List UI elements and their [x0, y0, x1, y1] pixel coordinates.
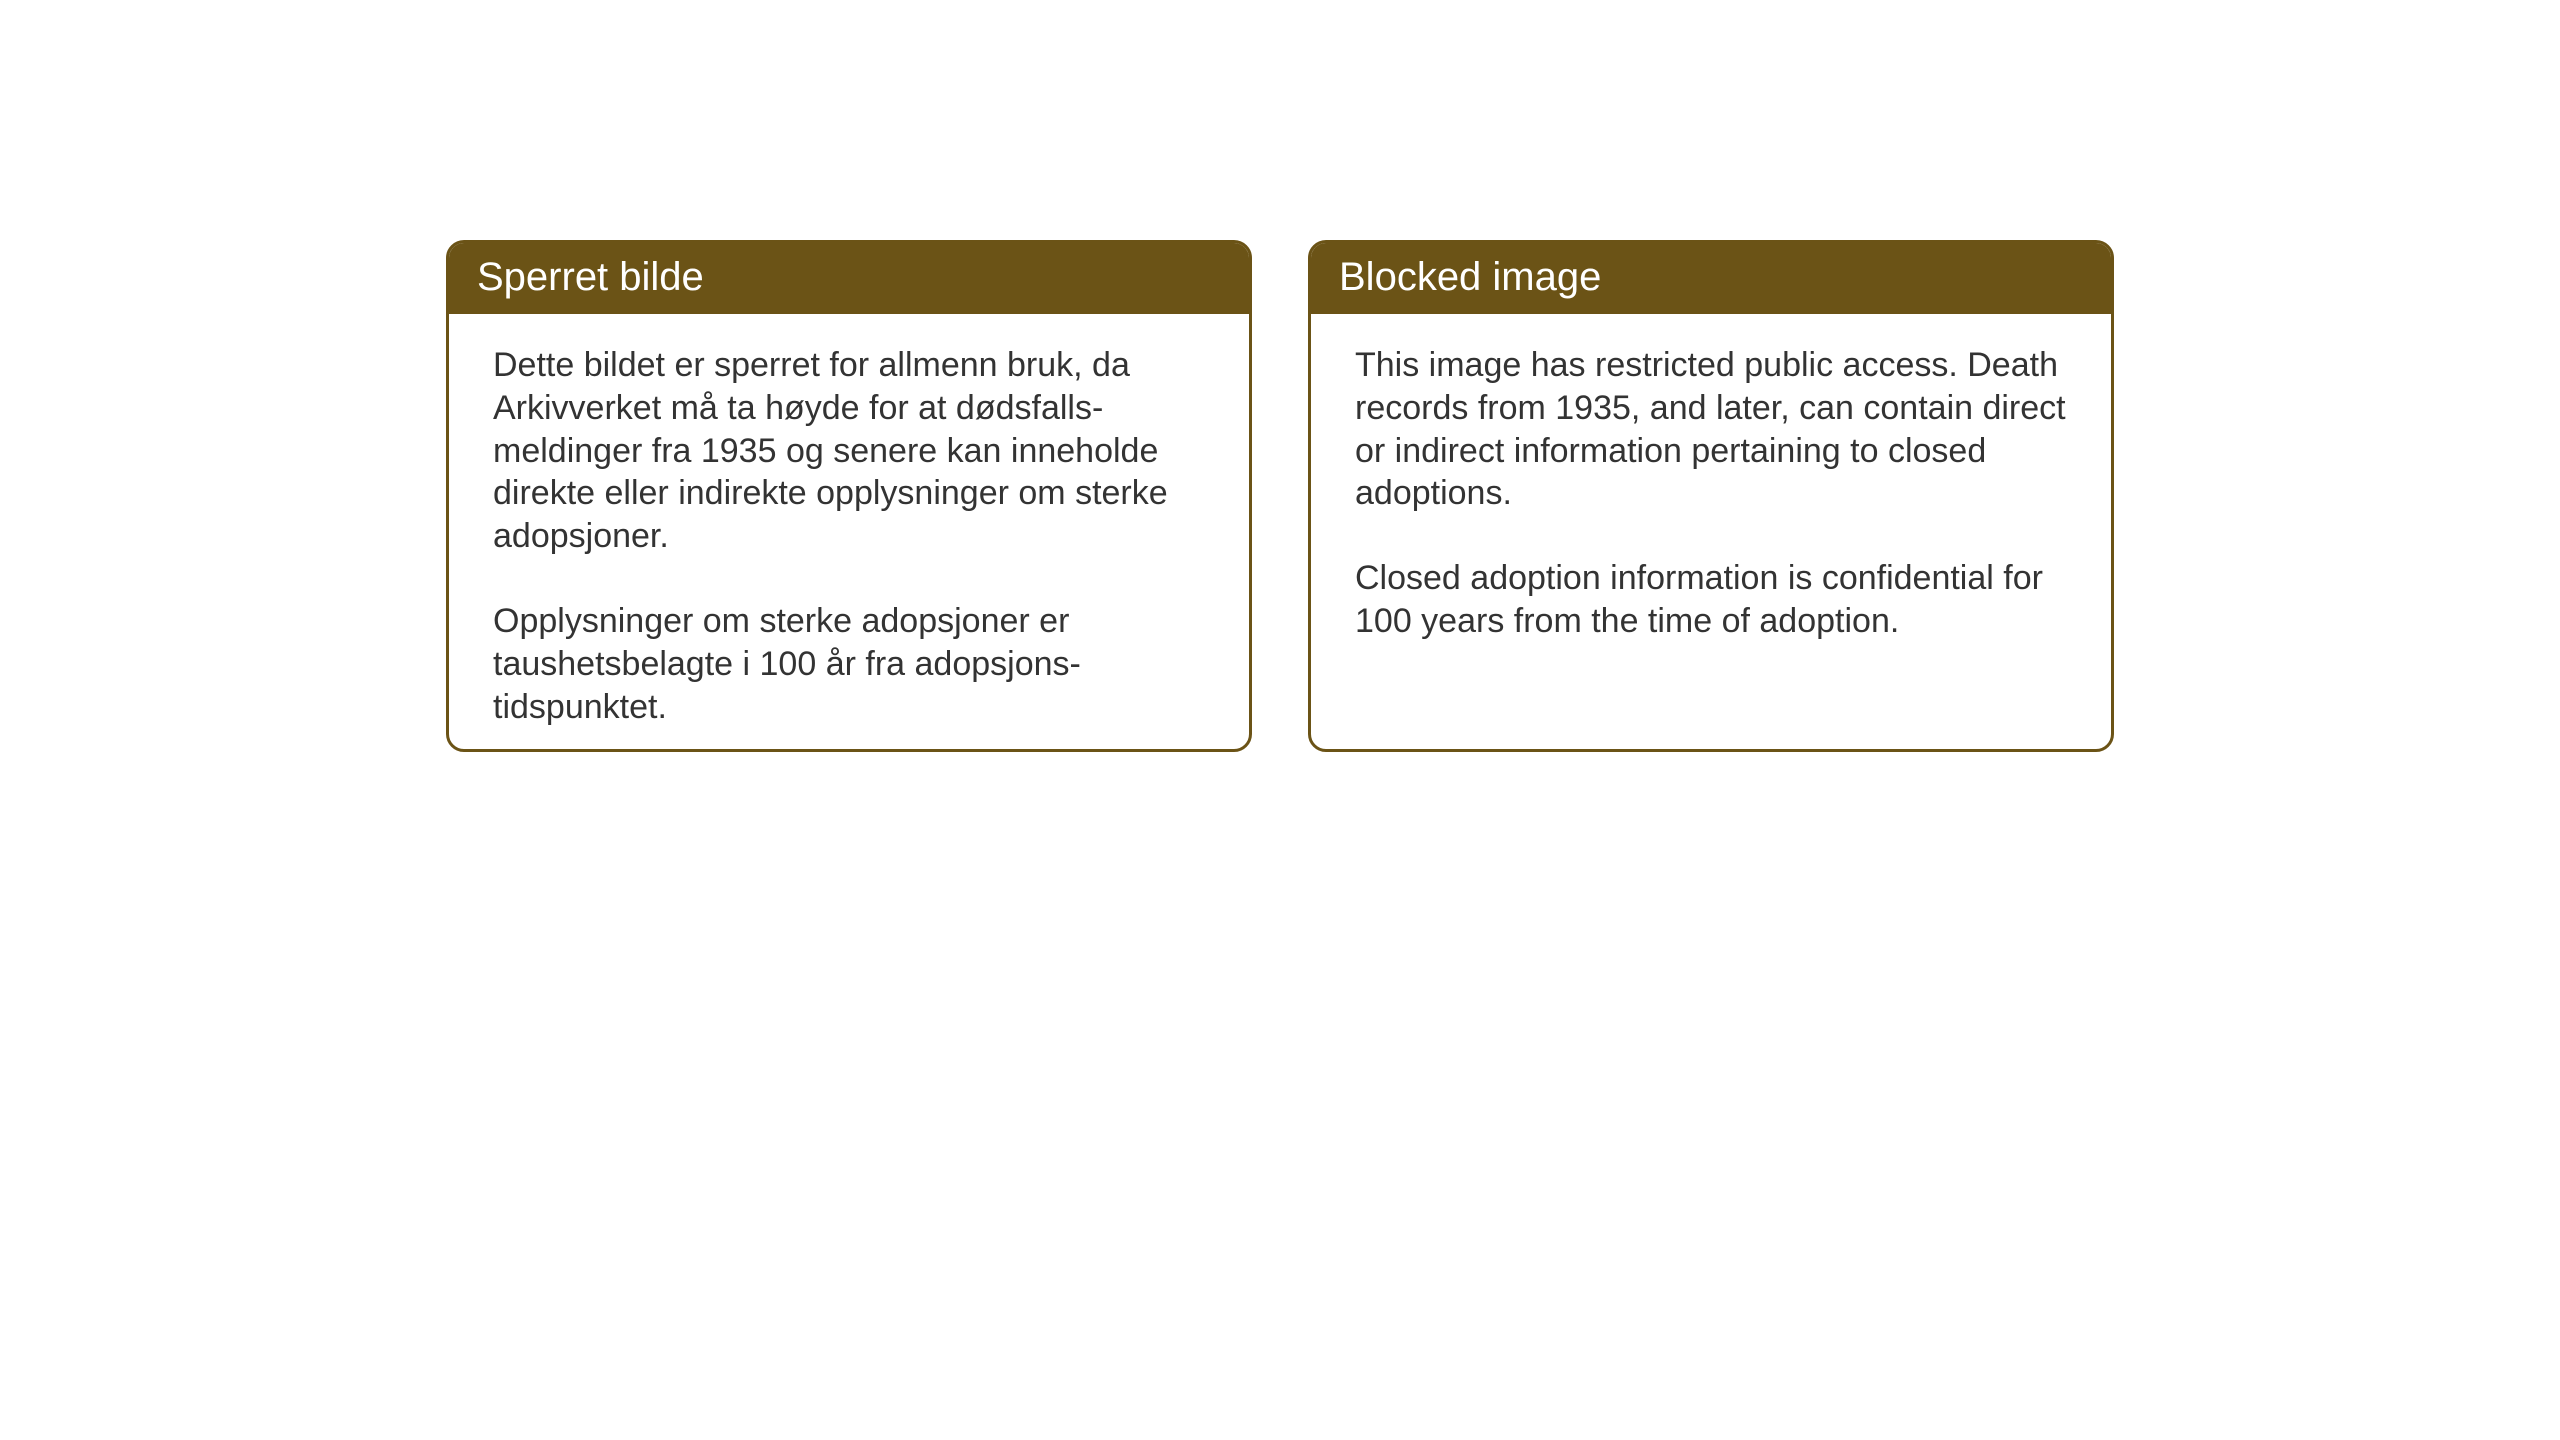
english-card-title: Blocked image: [1311, 243, 2111, 314]
english-notice-card: Blocked image This image has restricted …: [1308, 240, 2114, 752]
norwegian-notice-card: Sperret bilde Dette bildet er sperret fo…: [446, 240, 1252, 752]
norwegian-card-body: Dette bildet er sperret for allmenn bruk…: [449, 314, 1249, 752]
notice-container: Sperret bilde Dette bildet er sperret fo…: [446, 240, 2114, 752]
norwegian-paragraph-1: Dette bildet er sperret for allmenn bruk…: [493, 344, 1205, 558]
english-paragraph-2: Closed adoption information is confident…: [1355, 557, 2067, 643]
norwegian-card-title: Sperret bilde: [449, 243, 1249, 314]
english-card-body: This image has restricted public access.…: [1311, 314, 2111, 683]
norwegian-paragraph-2: Opplysninger om sterke adopsjoner er tau…: [493, 600, 1205, 728]
english-paragraph-1: This image has restricted public access.…: [1355, 344, 2067, 515]
